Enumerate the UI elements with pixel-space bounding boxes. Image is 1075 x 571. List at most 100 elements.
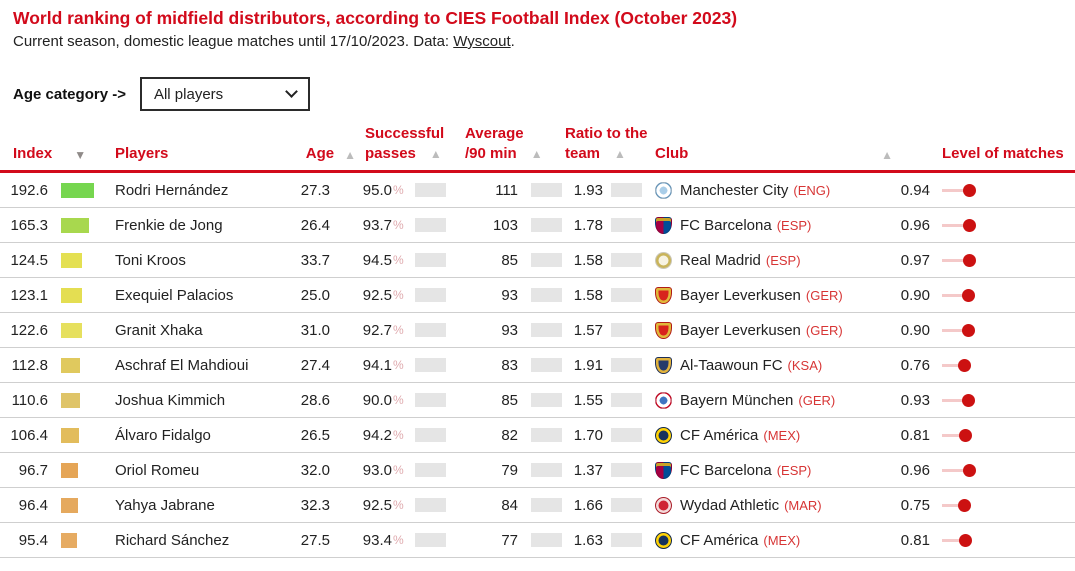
index-cell: 112.8	[0, 348, 96, 382]
index-value: 192.6	[10, 181, 48, 199]
club-country-code: (GER)	[798, 392, 836, 408]
passes-spark-bar	[414, 323, 446, 337]
sort-asc-icon: ▲	[614, 146, 626, 161]
index-cell: 96.4	[0, 488, 96, 522]
ratio-spark-bar	[611, 533, 642, 547]
club-cell: Al-Taawoun FC (KSA)	[655, 348, 895, 382]
club-name: Bayer Leverkusen	[680, 286, 801, 304]
level-value: 0.97	[900, 251, 930, 269]
level-cell: 0.81	[895, 523, 1075, 557]
col-header-index-label: Index	[13, 145, 53, 162]
subtitle-period: .	[510, 33, 515, 50]
average-cell: 111	[460, 173, 565, 207]
table-row: 192.6 Rodri Hernández 27.3 95.0 % 111 1.…	[0, 173, 1075, 208]
average-cell: 79	[460, 453, 565, 487]
passes-value: 95.0	[362, 181, 392, 199]
index-bar	[61, 322, 82, 338]
table-row: 112.8 Aschraf El Mahdioui 27.4 94.1 % 83…	[0, 348, 1075, 383]
ratio-cell: 1.91	[565, 348, 655, 382]
col-header-players[interactable]: Players	[96, 125, 282, 170]
level-dot	[962, 183, 976, 197]
club-country-code: (ENG)	[793, 182, 831, 198]
player-name: Álvaro Fidalgo	[115, 426, 211, 444]
table-row: 96.7 Oriol Romeu 32.0 93.0 % 79 1.37 FC …	[0, 453, 1075, 488]
club-cell: Wydad Athletic (MAR)	[655, 488, 895, 522]
average-cell: 85	[460, 243, 565, 277]
ratio-cell: 1.66	[565, 488, 655, 522]
level-value: 0.76	[900, 356, 930, 374]
index-bar	[61, 392, 80, 408]
col-header-ratio-line1: Ratio to the	[565, 125, 648, 142]
club-cell: Bayer Leverkusen (GER)	[655, 313, 895, 347]
col-header-passes-line2: passes	[365, 145, 416, 162]
level-value: 0.75	[900, 496, 930, 514]
ratio-value: 1.78	[573, 216, 603, 234]
club-logo	[655, 391, 672, 409]
percent-sign: %	[393, 218, 404, 232]
average-spark-bar	[531, 498, 562, 512]
level-lollipop	[942, 183, 976, 197]
passes-spark-bar	[414, 463, 446, 477]
index-bar	[61, 532, 78, 548]
age-value: 27.4	[300, 356, 330, 374]
passes-cell: 90.0 %	[330, 383, 460, 417]
passes-value: 94.2	[362, 426, 392, 444]
level-lollipop	[942, 288, 975, 302]
average-spark-bar	[531, 428, 562, 442]
wyscout-link[interactable]: Wyscout	[453, 33, 511, 50]
average-spark-bar	[531, 358, 562, 372]
club-logo	[655, 286, 672, 304]
ratio-spark-bar	[611, 463, 642, 477]
average-value: 83	[501, 356, 518, 374]
index-value: 122.6	[10, 321, 48, 339]
index-cell: 110.6	[0, 383, 96, 417]
club-country-code: (GER)	[805, 287, 843, 303]
level-dot	[961, 288, 975, 302]
col-header-index[interactable]: Index ▼	[0, 125, 96, 170]
col-header-age[interactable]: Age ▲	[282, 125, 356, 170]
passes-cell: 92.7 %	[330, 313, 460, 347]
subtitle-text: Current season, domestic league matches …	[13, 33, 454, 50]
level-value: 0.96	[900, 216, 930, 234]
passes-cell: 92.5 %	[330, 488, 460, 522]
passes-cell: 95.0 %	[330, 173, 460, 207]
col-header-average-90[interactable]: Average /90 min ▲	[460, 125, 565, 170]
age-value: 32.3	[300, 496, 330, 514]
index-bar	[61, 182, 94, 198]
passes-value: 94.5	[362, 251, 392, 269]
sort-asc-icon: ▲	[429, 146, 442, 161]
club-name: CF América	[680, 426, 759, 444]
index-value: 106.4	[10, 426, 48, 444]
col-header-ratio[interactable]: Ratio to the team ▲	[565, 125, 655, 170]
level-cell: 0.90	[895, 313, 1075, 347]
index-cell: 123.1	[0, 278, 96, 312]
percent-sign: %	[393, 288, 404, 302]
col-header-level[interactable]: Level of matches	[895, 125, 1075, 170]
club-logo	[655, 531, 672, 549]
average-value: 79	[501, 461, 518, 479]
index-cell: 95.4	[0, 523, 96, 557]
age-category-select[interactable]: All players	[139, 77, 310, 111]
level-lollipop	[942, 393, 976, 407]
club-country-code: (KSA)	[787, 357, 823, 373]
index-bar	[61, 217, 90, 233]
average-cell: 83	[460, 348, 565, 382]
col-header-club[interactable]: Club ▲	[655, 125, 895, 170]
index-value: 165.3	[10, 216, 48, 234]
average-spark-bar	[531, 218, 562, 232]
level-track	[942, 433, 962, 437]
col-header-players-label: Players	[115, 145, 169, 162]
sort-asc-icon: ▲	[344, 148, 356, 162]
level-dot	[958, 498, 971, 512]
index-bar	[61, 462, 78, 478]
club-cell: CF América (MEX)	[655, 523, 895, 557]
level-cell: 0.96	[895, 208, 1075, 242]
level-track	[942, 188, 965, 192]
index-cell: 165.3	[0, 208, 96, 242]
ratio-value: 1.55	[573, 391, 603, 409]
col-header-passes[interactable]: Successful passes ▲	[330, 125, 460, 170]
level-track	[942, 223, 965, 227]
club-cell: Manchester City (ENG)	[655, 173, 895, 207]
average-cell: 77	[460, 523, 565, 557]
ratio-cell: 1.58	[565, 278, 655, 312]
